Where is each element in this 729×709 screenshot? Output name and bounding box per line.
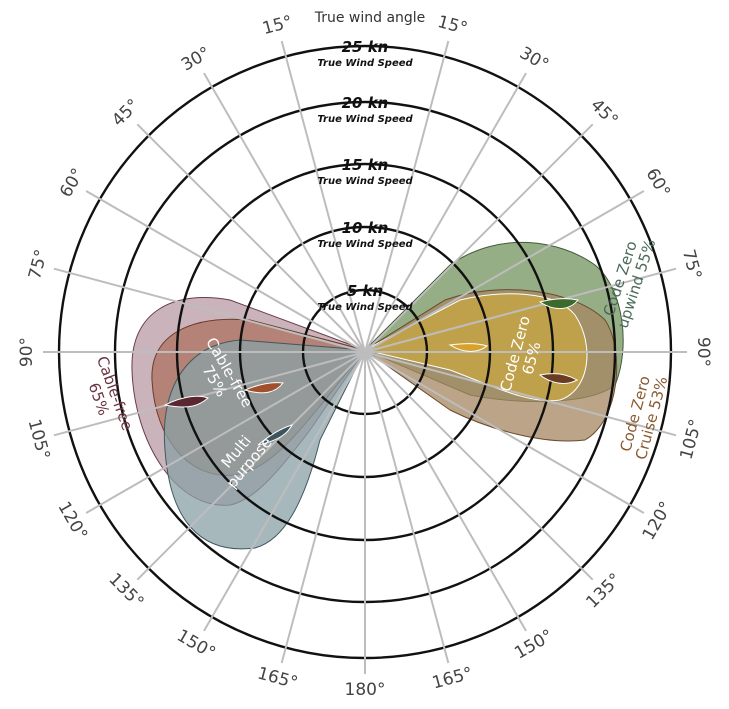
angle-label: 15° xyxy=(260,12,294,39)
angle-label: 105° xyxy=(677,417,707,462)
angle-label: 75° xyxy=(25,247,52,281)
angle-spoke xyxy=(364,72,527,353)
angle-label: 90° xyxy=(693,337,713,367)
sail-icons xyxy=(163,298,579,446)
angle-label: 165° xyxy=(255,664,300,694)
angle-label: 165° xyxy=(430,664,475,694)
speed-label-knots: 5 kn xyxy=(347,282,383,300)
angle-spoke xyxy=(364,351,527,632)
speed-label-knots: 15 kn xyxy=(342,156,389,174)
angle-label: 105° xyxy=(24,417,54,462)
angle-spoke xyxy=(280,351,366,664)
angle-label: 90° xyxy=(17,337,37,367)
angle-spoke xyxy=(136,123,366,353)
angle-spoke xyxy=(53,267,366,353)
speed-label-knots: 20 kn xyxy=(342,94,389,112)
sail-icon-code-zero-upwind xyxy=(538,298,579,309)
angle-label: 15° xyxy=(435,12,469,39)
angle-spoke xyxy=(364,267,677,353)
angle-spoke xyxy=(364,351,594,581)
speed-label-knots: 10 kn xyxy=(342,219,389,237)
speed-label-subtitle: True Wind Speed xyxy=(317,58,413,69)
sail-icon-code-zero-65 xyxy=(448,343,489,352)
angle-spokes xyxy=(43,40,687,674)
angle-spoke xyxy=(136,351,366,581)
angle-spoke xyxy=(203,72,366,353)
sail-icon-code-zero-cruise xyxy=(538,373,579,384)
sail-icon-cable-free-75 xyxy=(243,382,284,394)
speed-label-subtitle: True Wind Speed xyxy=(317,239,413,250)
angle-spoke xyxy=(203,351,366,632)
sail-icon-cable-free-65 xyxy=(163,395,209,408)
speed-label-knots: 25 kn xyxy=(342,38,389,56)
angle-spoke xyxy=(364,351,645,514)
diagram-title: True wind angle xyxy=(314,10,426,26)
angle-label: 30° xyxy=(516,43,552,75)
angle-spoke xyxy=(364,351,677,437)
speed-labels: 5 kn True Wind Speed 10 kn True Wind Speed 1… xyxy=(317,38,413,313)
angle-label: 75° xyxy=(678,247,705,281)
angle-label: 120° xyxy=(639,498,677,543)
angle-spoke xyxy=(85,190,366,353)
sail-icon-multi-purpose xyxy=(257,424,293,446)
speed-label-subtitle: True Wind Speed xyxy=(317,302,413,313)
angle-label: 120° xyxy=(53,498,91,543)
angle-spoke xyxy=(364,40,450,353)
angle-spoke xyxy=(364,190,645,353)
angle-spoke xyxy=(53,351,366,437)
angle-label: 150° xyxy=(173,626,218,664)
angle-label: 30° xyxy=(178,43,214,75)
speed-label-subtitle: True Wind Speed xyxy=(317,176,413,187)
speed-label-subtitle: True Wind Speed xyxy=(317,114,413,125)
angle-spoke xyxy=(85,351,366,514)
angle-spoke xyxy=(280,40,366,353)
angle-spoke xyxy=(364,123,594,353)
angle-label: 150° xyxy=(511,626,556,664)
angle-label: 60° xyxy=(642,165,674,201)
angle-spoke xyxy=(364,351,450,664)
angle-label: 180° xyxy=(345,680,386,700)
angle-label: 60° xyxy=(56,165,88,201)
